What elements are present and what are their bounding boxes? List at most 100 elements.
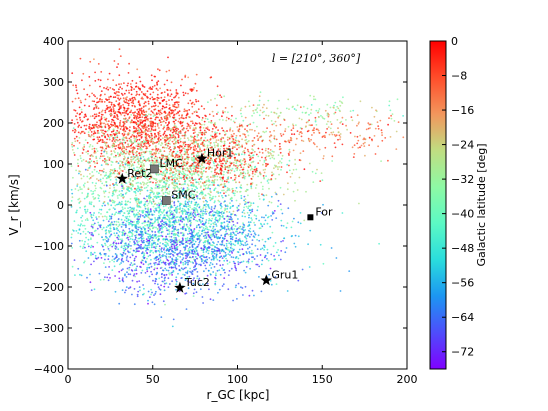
scatter-point bbox=[195, 154, 198, 157]
scatter-point bbox=[133, 116, 136, 119]
scatter-point bbox=[158, 113, 161, 116]
scatter-point bbox=[72, 176, 74, 179]
scatter-point bbox=[157, 258, 160, 261]
scatter-point bbox=[189, 124, 192, 127]
scatter-point bbox=[187, 215, 190, 218]
scatter-point bbox=[205, 255, 208, 258]
scatter-point bbox=[243, 206, 246, 209]
scatter-point bbox=[166, 242, 169, 245]
scatter-point bbox=[149, 144, 151, 147]
scatter-point bbox=[163, 247, 166, 250]
scatter-point bbox=[163, 106, 166, 109]
scatter-point bbox=[112, 207, 115, 209]
scatter-point bbox=[123, 219, 126, 222]
scatter-point bbox=[119, 238, 122, 241]
scatter-point bbox=[85, 151, 88, 153]
scatter-point bbox=[280, 157, 283, 160]
scatter-point bbox=[117, 242, 120, 245]
scatter-point bbox=[136, 265, 139, 268]
scatter-point bbox=[133, 121, 135, 124]
scatter-point bbox=[219, 252, 221, 255]
scatter-point bbox=[204, 137, 207, 139]
scatter-point bbox=[196, 133, 199, 136]
scatter-point bbox=[134, 138, 137, 140]
scatter-point bbox=[151, 79, 153, 82]
scatter-point bbox=[88, 202, 91, 205]
scatter-point bbox=[247, 247, 249, 250]
scatter-point bbox=[218, 218, 221, 221]
scatter-point bbox=[132, 131, 135, 134]
scatter-point bbox=[123, 224, 125, 226]
scatter-point bbox=[80, 223, 82, 226]
scatter-point bbox=[89, 115, 92, 118]
scatter-point bbox=[155, 173, 158, 176]
scatter-point bbox=[288, 169, 291, 172]
scatter-point bbox=[128, 111, 131, 114]
scatter-point bbox=[94, 197, 96, 200]
scatter-point bbox=[156, 283, 159, 286]
scatter-point bbox=[130, 150, 133, 153]
scatter-point bbox=[129, 206, 132, 209]
scatter-point bbox=[162, 205, 165, 208]
scatter-point bbox=[87, 118, 89, 120]
scatter-point bbox=[147, 119, 149, 122]
scatter-point bbox=[210, 214, 213, 217]
scatter-point bbox=[255, 215, 258, 217]
scatter-point bbox=[108, 191, 111, 194]
scatter-point bbox=[187, 92, 189, 95]
scatter-point bbox=[123, 149, 126, 152]
scatter-point bbox=[117, 225, 120, 228]
scatter-point bbox=[250, 185, 253, 188]
scatter-point bbox=[210, 253, 213, 255]
scatter-point bbox=[236, 222, 239, 224]
scatter-point bbox=[282, 193, 285, 196]
scatter-point bbox=[199, 131, 202, 134]
scatter-point bbox=[76, 118, 78, 121]
scatter-point bbox=[90, 131, 93, 133]
scatter-point bbox=[120, 195, 123, 197]
scatter-point bbox=[154, 231, 157, 233]
scatter-point bbox=[122, 260, 125, 263]
scatter-point bbox=[161, 280, 164, 283]
scatter-point bbox=[223, 171, 225, 173]
scatter-point bbox=[171, 111, 174, 114]
scatter-point bbox=[137, 185, 139, 188]
scatter-point bbox=[112, 200, 115, 202]
scatter-point bbox=[214, 246, 217, 249]
scatter-point bbox=[168, 273, 171, 276]
scatter-point bbox=[196, 211, 199, 214]
scatter-point bbox=[100, 208, 103, 211]
scatter-point bbox=[167, 137, 169, 139]
scatter-point bbox=[195, 98, 197, 101]
scatter-point bbox=[147, 299, 149, 302]
scatter-point bbox=[121, 185, 123, 188]
scatter-point bbox=[73, 131, 76, 134]
scatter-point bbox=[169, 209, 172, 211]
scatter-point bbox=[244, 175, 247, 178]
scatter-point bbox=[120, 107, 122, 109]
scatter-point bbox=[138, 246, 141, 249]
scatter-point bbox=[200, 247, 203, 250]
scatter-point bbox=[132, 209, 135, 212]
scatter-point bbox=[267, 155, 270, 158]
scatter-point bbox=[186, 218, 189, 221]
scatter-point bbox=[189, 267, 192, 270]
scatter-point bbox=[123, 196, 125, 198]
scatter-point bbox=[77, 267, 80, 270]
scatter-point bbox=[311, 170, 314, 173]
scatter-point bbox=[229, 202, 231, 205]
scatter-point bbox=[80, 216, 82, 219]
scatter-point bbox=[171, 240, 174, 243]
scatter-point bbox=[271, 231, 274, 234]
scatter-point bbox=[220, 96, 223, 98]
scatter-point bbox=[265, 130, 268, 133]
scatter-point bbox=[98, 115, 100, 117]
scatter-point bbox=[156, 96, 159, 99]
scatter-point bbox=[79, 186, 81, 189]
scatter-point bbox=[251, 219, 253, 221]
scatter-point bbox=[284, 128, 287, 130]
scatter-point bbox=[217, 192, 220, 194]
scatter-point bbox=[136, 166, 139, 169]
scatter-point bbox=[201, 131, 204, 134]
scatter-point bbox=[147, 140, 150, 143]
